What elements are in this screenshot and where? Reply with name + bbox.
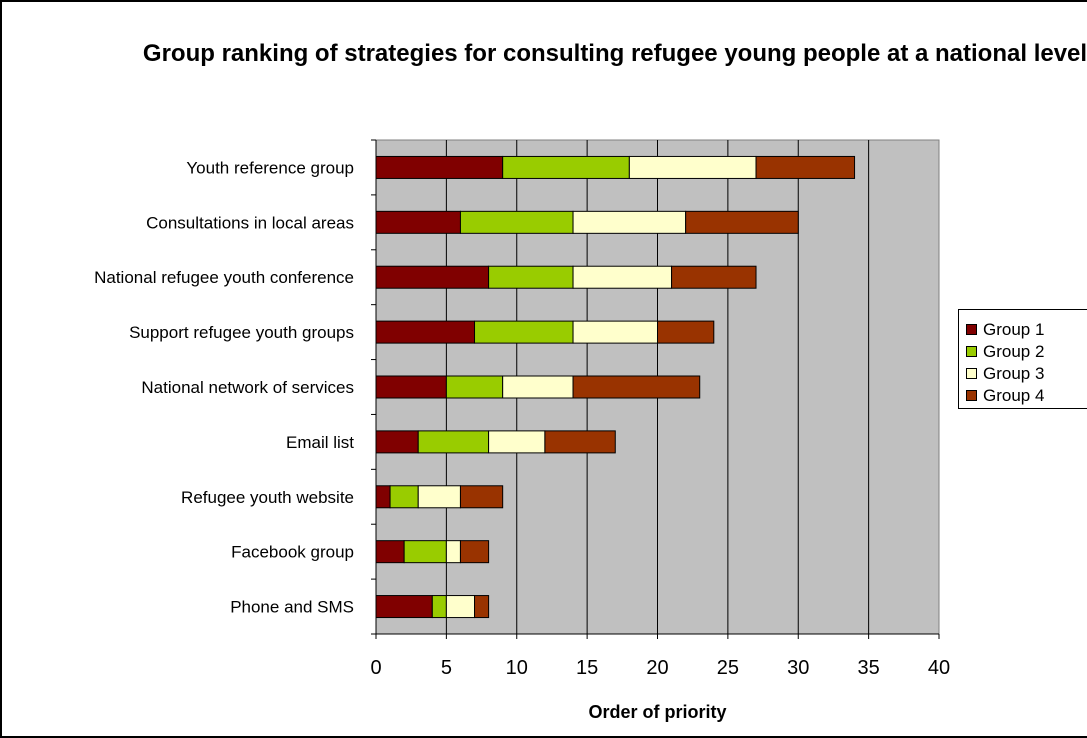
legend-item: Group 4 [966, 385, 1045, 407]
bar-group-4 [544, 430, 616, 454]
bar-group-4 [657, 320, 715, 344]
bar-group-3 [417, 485, 461, 509]
bar-group-4 [572, 375, 701, 399]
legend-label: Group 1 [983, 320, 1045, 339]
x-tick-label: 25 [717, 657, 739, 679]
bar-group-4 [459, 485, 504, 509]
category-label: Refugee youth website [181, 488, 354, 507]
bar-group-2 [403, 540, 447, 564]
bar-group-4 [671, 265, 757, 289]
category-label: Consultations in local areas [146, 213, 354, 232]
bar-group-2 [445, 375, 504, 399]
x-tick-label: 20 [646, 657, 668, 679]
category-label: Youth reference group [186, 158, 354, 177]
x-tick-label: 5 [441, 657, 452, 679]
bar-group-1 [375, 595, 433, 619]
bar-group-3 [572, 210, 687, 234]
bar-group-2 [459, 210, 574, 234]
category-label: Phone and SMS [230, 598, 354, 617]
legend-item: Group 3 [966, 363, 1045, 385]
bar-group-2 [431, 595, 447, 619]
bar-group-3 [502, 375, 574, 399]
category-label: National refugee youth conference [94, 268, 354, 287]
bar-group-1 [375, 155, 504, 179]
legend-swatch [966, 368, 977, 379]
bar-group-2 [417, 430, 490, 454]
legend-swatch [966, 324, 977, 335]
bar-group-3 [572, 265, 673, 289]
legend-label: Group 3 [983, 364, 1045, 383]
category-label: National network of services [141, 378, 354, 397]
chart-title: Group ranking of strategies for consulti… [142, 40, 1087, 67]
bar-group-3 [445, 595, 476, 619]
category-label: Email list [286, 433, 354, 452]
bar-group-4 [685, 210, 799, 234]
bar-group-4 [474, 595, 490, 619]
x-tick-label: 40 [928, 657, 950, 679]
legend-swatch [966, 390, 977, 401]
bar-group-2 [389, 485, 419, 509]
bar-group-3 [628, 155, 757, 179]
bar-group-1 [375, 485, 391, 509]
bar-group-1 [375, 265, 490, 289]
bar-group-4 [755, 155, 856, 179]
bar-group-1 [375, 320, 476, 344]
legend-label: Group 2 [983, 342, 1045, 361]
bar-group-3 [572, 320, 658, 344]
bar-group-2 [488, 265, 574, 289]
bar-group-3 [445, 540, 461, 564]
x-tick-label: 10 [506, 657, 528, 679]
bar-group-3 [488, 430, 546, 454]
category-label: Support refugee youth groups [129, 323, 354, 342]
legend-swatch [966, 346, 977, 357]
x-tick-label: 0 [370, 657, 381, 679]
legend-item: Group 1 [966, 319, 1045, 341]
bar-group-1 [375, 210, 461, 234]
x-tick-label: 30 [787, 657, 809, 679]
bar-group-1 [375, 430, 419, 454]
category-label: Facebook group [231, 543, 354, 562]
bar-group-1 [375, 375, 447, 399]
bar-group-2 [502, 155, 630, 179]
bar-group-4 [459, 540, 490, 564]
x-tick-label: 35 [858, 657, 880, 679]
bar-group-2 [474, 320, 574, 344]
bar-group-1 [375, 540, 405, 564]
x-tick-label: 15 [576, 657, 598, 679]
chart-legend: Group 1 Group 2 Group 3 Group 4 [958, 309, 1087, 409]
legend-label: Group 4 [983, 386, 1045, 405]
legend-item: Group 2 [966, 341, 1045, 363]
x-axis-label: Order of priority [588, 702, 726, 722]
